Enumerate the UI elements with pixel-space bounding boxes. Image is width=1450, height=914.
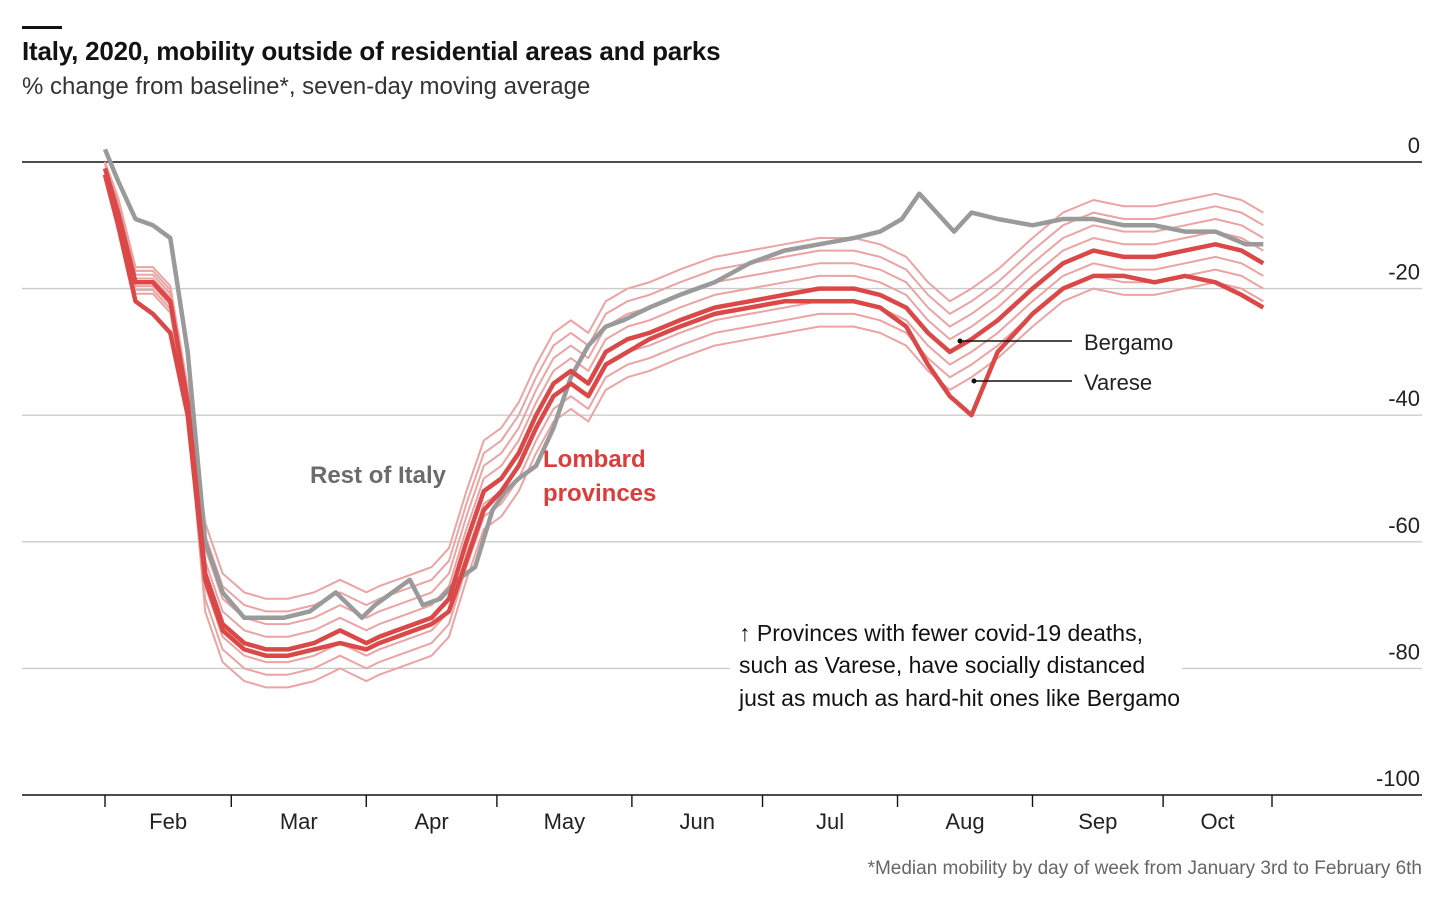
- x-axis: Feb Mar Apr May Jun Jul Aug Sep Oct: [104, 795, 1273, 834]
- rest-of-italy-label: Rest of Italy: [310, 462, 447, 489]
- bergamo-label: Bergamo: [1084, 330, 1173, 355]
- series-labels: Rest of Italy Lombard provinces Bergamo …: [310, 330, 1182, 711]
- footnote: *Median mobility by day of week from Jan…: [867, 858, 1422, 879]
- y-tick-label: -60: [1388, 513, 1420, 538]
- lombard-label-line1: Lombard: [543, 446, 646, 473]
- callout-line-1: ↑ Provinces with fewer covid-19 deaths,: [739, 620, 1143, 646]
- x-tick-label: Jun: [679, 809, 714, 834]
- x-tick-label: Apr: [414, 809, 448, 834]
- varese-line: [102, 174, 1265, 658]
- lombard-label-line2: provinces: [543, 480, 656, 507]
- lombard-province-line: [104, 161, 1264, 613]
- callout-line-2: such as Varese, have socially distanced: [739, 652, 1145, 678]
- x-tick-label: Aug: [945, 809, 984, 834]
- bergamo-line: [102, 167, 1265, 652]
- chart-title: Italy, 2020, mobility outside of residen…: [22, 36, 721, 66]
- lombard-province-line: [104, 161, 1264, 600]
- y-tick-label: 0: [1408, 133, 1420, 158]
- lombard-province-line: [104, 179, 1264, 689]
- y-tick-label: -80: [1388, 639, 1420, 664]
- title-rule: [22, 26, 62, 29]
- x-tick-label: Mar: [280, 809, 318, 834]
- bergamo-leader-dot: [957, 338, 963, 344]
- y-tick-label: -40: [1388, 386, 1420, 411]
- lombard-bold-lines: [102, 167, 1265, 658]
- gridlines: 0 -20 -40 -60 -80 -100: [22, 133, 1422, 796]
- lombard-province-line: [104, 171, 1264, 664]
- x-tick-label: Feb: [149, 809, 187, 834]
- varese-label: Varese: [1084, 370, 1152, 395]
- chart-subtitle: % change from baseline*, seven-day movin…: [22, 73, 591, 100]
- callout-background: [730, 650, 1182, 684]
- x-tick-label: Oct: [1200, 809, 1234, 834]
- x-tick-label: Jul: [816, 809, 844, 834]
- rest-of-italy-line: [102, 148, 1264, 621]
- varese-leader-dot: [971, 378, 977, 384]
- lombard-thin-lines: [104, 161, 1264, 689]
- y-tick-label: -20: [1388, 260, 1420, 285]
- rest-of-italy-line: [102, 148, 1264, 621]
- y-tick-label: -100: [1376, 766, 1420, 791]
- callout-line-3: just as much as hard-hit ones like Berga…: [738, 685, 1180, 711]
- x-tick-label: May: [544, 809, 586, 834]
- lombard-province-line: [104, 164, 1264, 638]
- x-tick-label: Sep: [1078, 809, 1117, 834]
